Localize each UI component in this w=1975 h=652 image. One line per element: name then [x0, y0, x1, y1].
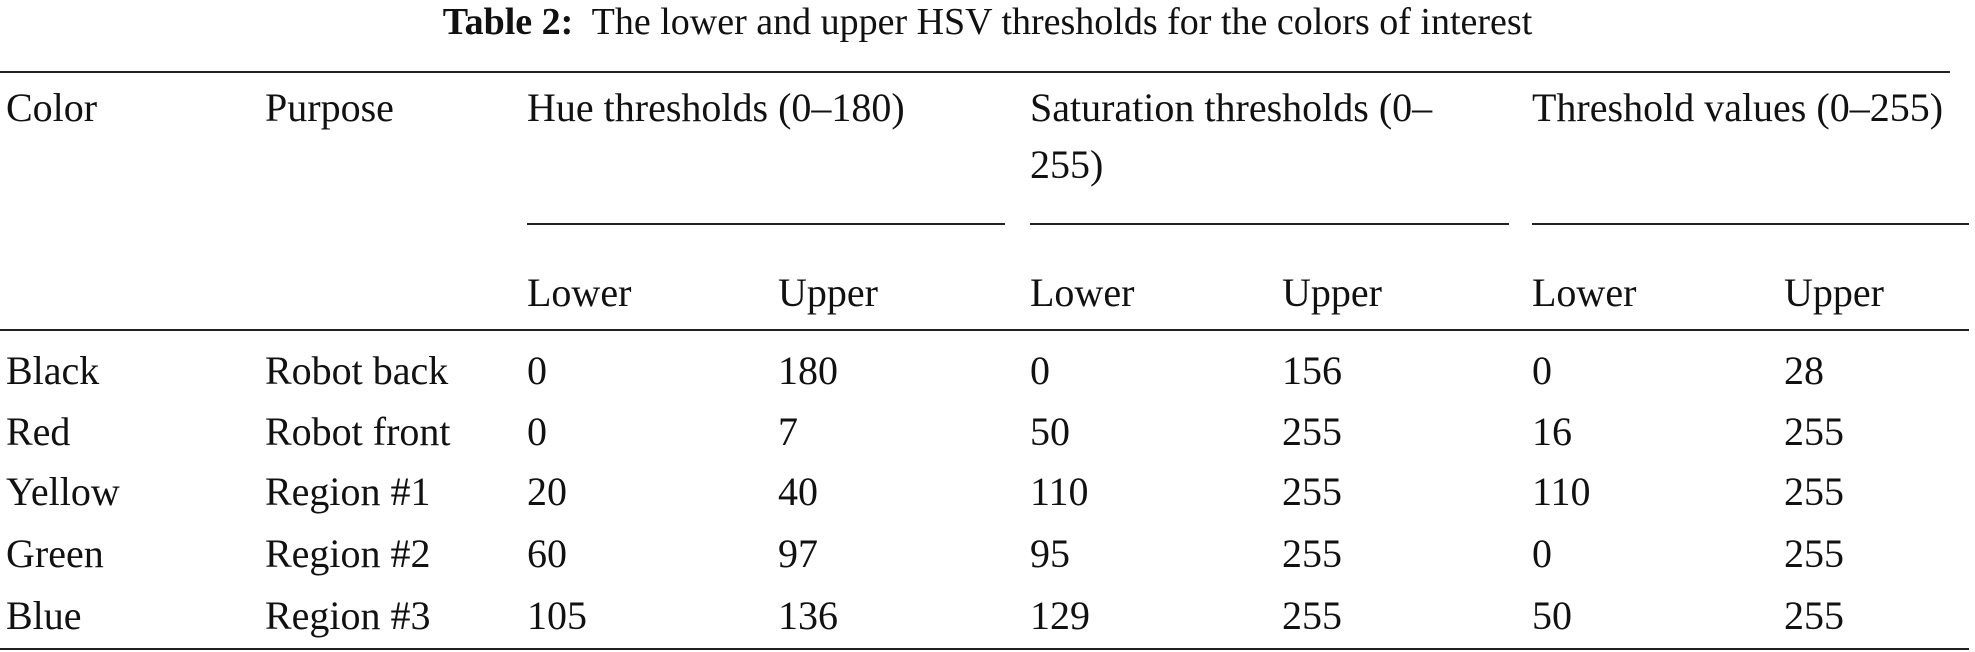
header-cell: Purpose — [265, 85, 394, 130]
table-cell: Region #3 — [265, 593, 431, 638]
header-rule — [0, 329, 1969, 331]
table-cell: 0 — [1532, 348, 1552, 393]
table-cell: 255 — [1784, 409, 1844, 454]
group-rule — [1532, 223, 1969, 225]
group-rule — [1030, 223, 1509, 225]
group-header: Hue thresholds (0–180) — [527, 85, 905, 130]
table-cell: 105 — [527, 593, 587, 638]
caption: Table 2: The lower and upper HSV thresho… — [0, 0, 1975, 44]
table-cell: Red — [6, 409, 71, 454]
table-cell: 40 — [778, 469, 818, 514]
table-cell: 60 — [527, 531, 567, 576]
group-rule — [527, 223, 1005, 225]
subheader: Lower — [1532, 270, 1637, 315]
table-cell: 255 — [1282, 531, 1342, 576]
table-cell: 110 — [1532, 469, 1591, 514]
table-cell: 0 — [527, 348, 547, 393]
table-cell: 28 — [1784, 348, 1824, 393]
table-cell: 97 — [778, 531, 818, 576]
table-cell: 95 — [1030, 531, 1070, 576]
table-cell: 255 — [1282, 469, 1342, 514]
table-cell: 255 — [1784, 469, 1844, 514]
caption-text: The lower and upper HSV thresholds for t… — [591, 1, 1533, 43]
bottom-rule — [0, 648, 1969, 650]
table-cell: Robot back — [265, 348, 449, 393]
table-cell: Black — [6, 348, 100, 393]
table-cell: 136 — [778, 593, 838, 638]
group-header: Threshold values (0–255) — [1532, 85, 1944, 130]
subheader: Lower — [1030, 270, 1135, 315]
table-cell: Region #2 — [265, 531, 431, 576]
group-header: Saturation thresholds (0–255) — [1030, 85, 1433, 187]
table-cell: Yellow — [6, 469, 120, 514]
table-cell: 110 — [1030, 469, 1089, 514]
table-cell: 50 — [1030, 409, 1070, 454]
table-cell: Region #1 — [265, 469, 431, 514]
subheader: Upper — [778, 270, 878, 315]
table-cell: Robot front — [265, 409, 451, 454]
table-cell: 50 — [1532, 593, 1572, 638]
table-cell: 7 — [778, 409, 798, 454]
table-cell: 0 — [1532, 531, 1552, 576]
table-cell: 0 — [1030, 348, 1050, 393]
table-cell: 255 — [1282, 409, 1342, 454]
subheader: Upper — [1282, 270, 1382, 315]
table-cell: 180 — [778, 348, 838, 393]
table-cell: 129 — [1030, 593, 1090, 638]
table-cell: 16 — [1532, 409, 1572, 454]
table-cell: 255 — [1784, 531, 1844, 576]
subheader: Upper — [1784, 270, 1884, 315]
header-cell: Color — [6, 85, 98, 130]
caption-label: Table 2: — [442, 1, 574, 43]
table-cell: 0 — [527, 409, 547, 454]
table-cell: 255 — [1784, 593, 1844, 638]
table-cell: Blue — [6, 593, 82, 638]
table-cell: 20 — [527, 469, 567, 514]
table-cell: Green — [6, 531, 104, 576]
table-cell: 156 — [1282, 348, 1342, 393]
top-rule — [0, 71, 1950, 73]
subheader: Lower — [527, 270, 632, 315]
table-cell: 255 — [1282, 593, 1342, 638]
